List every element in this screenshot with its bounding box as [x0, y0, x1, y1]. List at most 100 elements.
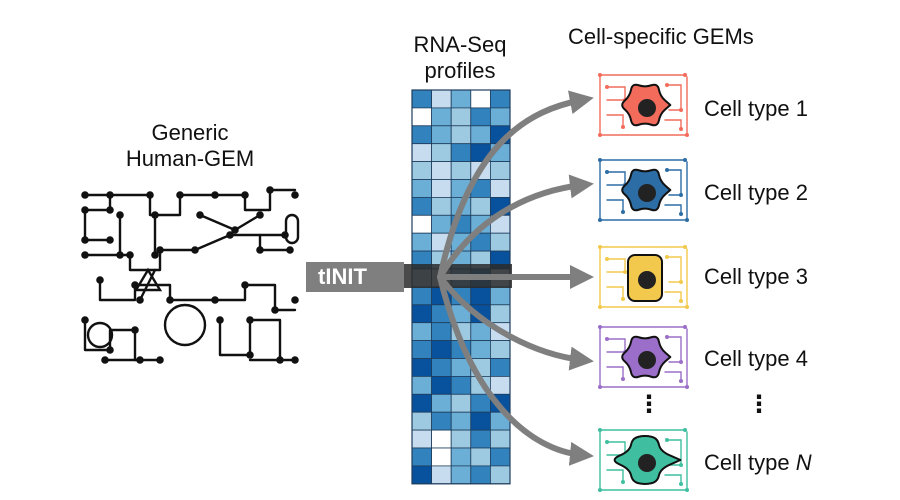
network-path [108, 193, 217, 217]
cell-type-index: 1 [795, 96, 808, 121]
heatmap-cell [431, 429, 452, 449]
cell-type-index: 2 [795, 180, 808, 205]
network-node [156, 356, 164, 364]
heatmap-cell [431, 465, 452, 485]
cell-network-line [664, 291, 682, 302]
heatmap-cell [489, 107, 511, 127]
network-node [241, 191, 249, 199]
network-node [81, 206, 89, 214]
heatmap-cell [411, 411, 433, 431]
cell-network-node [598, 158, 602, 162]
cell-network-node [598, 133, 602, 137]
network-node [81, 251, 89, 259]
network-node [136, 296, 144, 304]
network-node [106, 191, 114, 199]
network-path [198, 213, 262, 232]
network-node [136, 356, 144, 364]
cell-network-node [623, 270, 627, 274]
network-node [166, 296, 174, 304]
cell-type-prefix: Cell type [704, 180, 796, 205]
heatmap-cell [489, 340, 511, 359]
network-node [246, 316, 254, 324]
cell-network-node [621, 210, 625, 214]
cell-network-line [664, 474, 682, 485]
heatmap-cell [411, 179, 433, 198]
heatmap-cell [489, 179, 511, 198]
cell-network-line [606, 86, 626, 101]
network-node [146, 191, 154, 199]
heatmap-cell [411, 161, 433, 180]
cell-network-node [679, 379, 683, 383]
network-node [116, 251, 124, 259]
cell-network-line [606, 286, 624, 300]
network-node [151, 251, 159, 259]
network-node [256, 246, 264, 254]
network-triangle [133, 267, 163, 292]
cell-nucleus [638, 351, 656, 369]
cell-network-node [685, 218, 689, 222]
network-node [131, 281, 139, 289]
heatmap-cell [431, 322, 452, 342]
network-path [213, 188, 297, 212]
heatmap-cell [431, 161, 452, 180]
cell-network-line [664, 119, 682, 130]
cell-network-node [665, 438, 669, 442]
heatmap-cell [489, 286, 511, 306]
cell-network-node [605, 170, 609, 174]
network-node [81, 236, 89, 244]
cell-type-prefix: Cell type [704, 346, 796, 371]
cell-gem-1 [598, 73, 689, 137]
cell-network-node [598, 325, 602, 329]
cell-network-node [598, 245, 602, 249]
heatmap-cell [431, 375, 452, 395]
heatmap-cell [489, 358, 511, 377]
heatmap-cell [411, 393, 433, 413]
network-node [276, 356, 284, 364]
network-node [231, 226, 239, 234]
heatmap-cell [450, 375, 472, 395]
cell-network-node [605, 440, 609, 444]
network-node [281, 231, 289, 239]
cell-network-line [606, 114, 624, 128]
heatmap-cell [489, 89, 511, 109]
cell-type-prefix: Cell type [704, 96, 796, 121]
cell-network-node [685, 133, 689, 137]
cell-network-node [679, 108, 683, 112]
heatmap-cell [450, 161, 472, 180]
heatmap-cell [470, 465, 491, 485]
cell-type-label-1: Cell type 1 [704, 96, 808, 122]
cell-gem-2 [598, 158, 689, 222]
heatmap-cell [450, 143, 472, 162]
tinit-bar [306, 262, 404, 292]
heatmap-cell [470, 125, 491, 145]
heatmap-cell [450, 393, 472, 413]
heatmap-cell [411, 447, 433, 467]
heatmap-cell [431, 107, 452, 127]
cell-type-index: N [795, 450, 812, 475]
heatmap-cell [431, 411, 452, 431]
network-node [96, 276, 104, 284]
heatmap-cell [470, 107, 491, 127]
cell-type-prefix: Cell type [704, 264, 796, 289]
network-node [266, 186, 274, 194]
network-path [133, 328, 162, 362]
heatmap-cell [411, 286, 433, 306]
network-node [106, 236, 114, 244]
network-node [271, 306, 279, 314]
cell-network-node [598, 305, 602, 309]
cell-network-node [683, 158, 687, 162]
cell-network-line [666, 336, 682, 363]
cell-network-line [666, 439, 682, 466]
cell-network-node [685, 488, 689, 492]
cell-network-line [666, 256, 682, 283]
network-node [151, 211, 159, 219]
cell-network-node [679, 280, 683, 284]
network-node [291, 296, 299, 304]
network-node [286, 246, 294, 254]
heatmap-cell [489, 304, 511, 324]
cell-network-node [605, 257, 609, 261]
network-node [156, 246, 164, 254]
arrow-4 [437, 274, 594, 371]
cell-gem-3 [598, 245, 689, 309]
